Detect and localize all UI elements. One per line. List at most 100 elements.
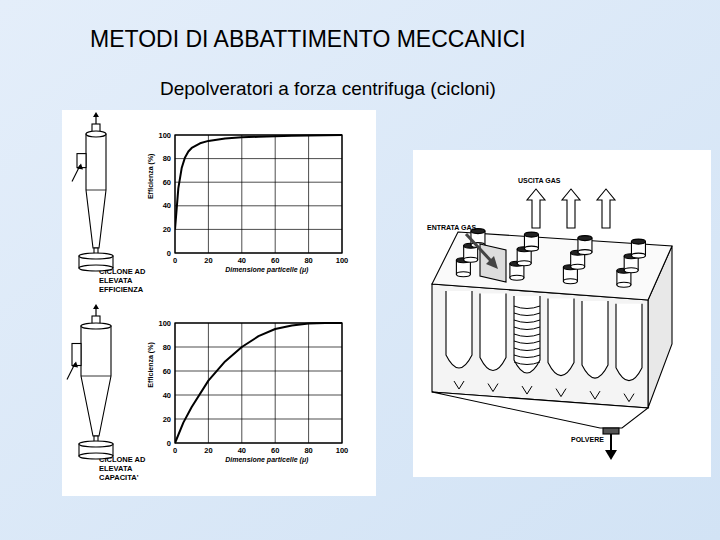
grid-line: [308, 323, 309, 443]
grid-line: [241, 135, 242, 253]
outlet-arrow: [597, 189, 615, 228]
cyclone-body: [86, 134, 106, 248]
slide-subtitle: Depolveratori a forza centrifuga (ciclon…: [160, 78, 496, 99]
label-line: CAPACITA': [99, 473, 139, 482]
dust-fall: [454, 381, 464, 389]
arrow-head: [605, 450, 617, 460]
slide-title: METODI DI ABBATTIMENTO MECCANICI: [90, 26, 526, 52]
x-tick-label: 20: [204, 446, 212, 455]
plot-frame: [175, 135, 342, 253]
cyclone-sketch: [67, 304, 113, 459]
cyclone-column: [582, 301, 608, 378]
tube-base: [524, 246, 538, 251]
chart: 020406080100020406080100Efficienza (%)Di…: [99, 131, 348, 295]
tube-base: [510, 275, 524, 280]
chart: 020406080100020406080100Efficienza (%)Di…: [99, 319, 348, 483]
chart-panel: [62, 110, 376, 496]
tube-base: [631, 253, 645, 258]
arrow-head: [93, 304, 99, 309]
grid-line: [175, 182, 342, 183]
grid-line: [175, 229, 342, 230]
hopper: [432, 392, 648, 428]
arrow-head: [93, 112, 99, 117]
outlet-arrow: [562, 189, 580, 228]
grid-line: [175, 419, 342, 420]
x-tick-label: 20: [204, 256, 212, 265]
x-tick-label: 0: [173, 446, 177, 455]
y-tick-label: 100: [158, 131, 171, 140]
tube-base: [571, 264, 585, 269]
label-line: ELEVATA: [99, 276, 133, 285]
label-line: ELEVATA: [99, 464, 133, 473]
tube-top: [524, 232, 538, 237]
dust-fall: [488, 384, 498, 392]
hopper-outlet: [603, 428, 619, 434]
efficiency-curve: [175, 135, 342, 229]
plot-area: [175, 135, 342, 229]
top-face: [432, 232, 672, 300]
cyclone-column: [548, 299, 574, 376]
label-line: EFFICIENZA: [99, 285, 144, 294]
tube-top: [631, 239, 645, 244]
grid-line: [175, 205, 342, 206]
y-tick-label: 0: [167, 249, 171, 258]
dust-fall: [522, 386, 532, 394]
inlet-label: ENTRATA GAS: [427, 224, 477, 231]
cyclone-column: [514, 296, 540, 373]
grid-line: [175, 158, 342, 159]
grid-line: [275, 323, 276, 443]
x-tick-label: 60: [271, 446, 279, 455]
tube-base: [624, 268, 638, 273]
slide: METODI DI ABBATTIMENTO MECCANICI Depolver…: [0, 0, 720, 540]
grid-line: [175, 347, 342, 348]
dust-fall: [624, 394, 634, 402]
diagram-panel: [413, 150, 711, 477]
cyclone-column: [480, 294, 506, 371]
x-tick-label: 40: [238, 256, 246, 265]
x-axis-label: Dimensione particelle (μ): [225, 266, 309, 274]
cyclone-column: [446, 291, 472, 368]
x-tick-label: 60: [271, 256, 279, 265]
front-face: [432, 284, 648, 408]
y-tick-label: 100: [158, 319, 171, 328]
cyclone-column: [616, 304, 642, 381]
grid-line: [208, 135, 209, 253]
tube-base: [578, 250, 592, 255]
cyclone-top: [81, 323, 111, 329]
y-tick-label: 20: [163, 225, 171, 234]
seam: [81, 376, 111, 377]
inlet-arrow: [466, 234, 492, 262]
y-axis-label: Efficienza (%): [147, 154, 155, 200]
grid-line: [308, 135, 309, 253]
dust-fall: [590, 391, 600, 399]
plot-area: [175, 323, 342, 443]
dust-bin-bottom: [79, 265, 113, 271]
seam: [86, 190, 106, 191]
tube-base: [464, 257, 478, 262]
multicyclone-diagram: USCITA GASENTRATA GASPOLVERE: [427, 177, 672, 460]
y-tick-label: 60: [163, 178, 171, 187]
grid-line: [175, 371, 342, 372]
dust-arrow: [610, 434, 612, 452]
cyclone-sketch: [72, 112, 113, 271]
efficiency-curve: [175, 323, 342, 443]
y-tick-label: 60: [163, 367, 171, 376]
x-axis-label: Dimensione particelle (μ): [225, 456, 309, 464]
arrow-head: [486, 256, 498, 269]
background: [0, 0, 720, 540]
x-tick-label: 100: [336, 256, 349, 265]
tube-base: [456, 272, 470, 277]
y-tick-label: 80: [163, 343, 171, 352]
tube-base: [617, 282, 631, 287]
arrow-head: [77, 164, 83, 170]
x-tick-label: 80: [304, 256, 312, 265]
y-tick-label: 40: [163, 201, 171, 210]
dust-bin-top: [79, 441, 113, 447]
y-tick-label: 40: [163, 391, 171, 400]
tube-base: [517, 261, 531, 266]
x-tick-label: 100: [336, 446, 349, 455]
outlet-label: USCITA GAS: [518, 177, 561, 184]
y-tick-label: 0: [167, 439, 171, 448]
y-tick-label: 20: [163, 415, 171, 424]
x-tick-label: 40: [238, 446, 246, 455]
